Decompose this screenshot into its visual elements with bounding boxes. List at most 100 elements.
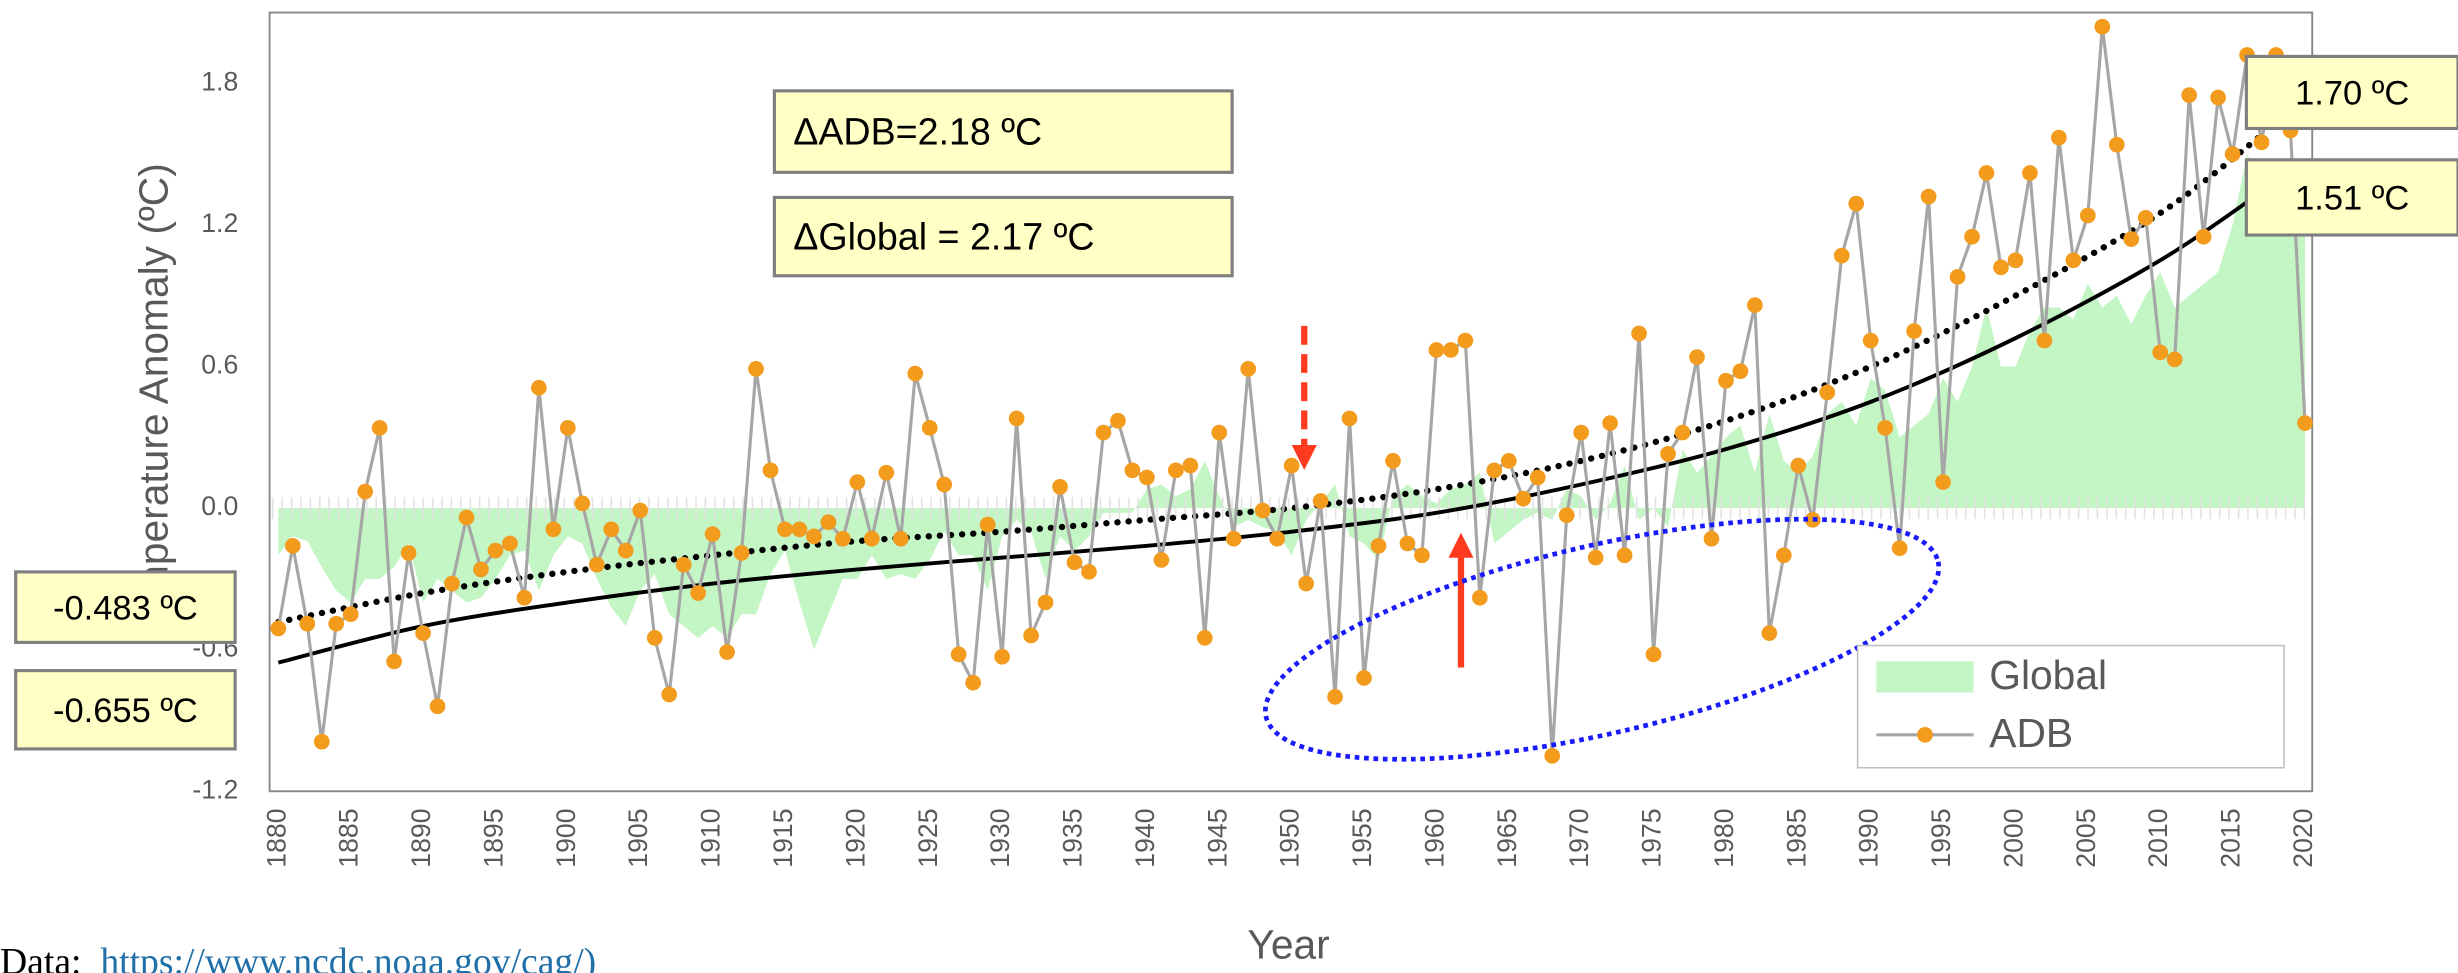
adb-point bbox=[632, 502, 649, 519]
adb-point bbox=[835, 530, 851, 547]
adb-point bbox=[1081, 563, 1097, 580]
adb-point bbox=[1269, 530, 1286, 547]
source-label: Data: bbox=[0, 941, 81, 973]
adb-point bbox=[1443, 342, 1459, 358]
adb-point bbox=[1862, 332, 1879, 349]
legend-label: ADB bbox=[1989, 710, 2073, 756]
adb-point bbox=[1486, 462, 1503, 479]
x-tick-label: 1915 bbox=[768, 808, 798, 867]
adb-point bbox=[1558, 507, 1575, 523]
x-tick-label: 2020 bbox=[2288, 808, 2318, 867]
adb-point bbox=[1819, 384, 1836, 401]
adb-point bbox=[661, 686, 678, 703]
highlight-ellipse bbox=[1263, 516, 1942, 762]
adb-point bbox=[284, 538, 301, 554]
adb-point bbox=[1457, 332, 1474, 349]
adb-point bbox=[675, 556, 692, 573]
annotation-box bbox=[2244, 158, 2458, 237]
plot-frame bbox=[268, 11, 2314, 793]
adb-point bbox=[386, 653, 402, 670]
source-url[interactable]: https://www.ncdc.noaa.gov/cag/) bbox=[100, 941, 596, 973]
x-tick-label: 2005 bbox=[2071, 808, 2101, 867]
adb-point bbox=[733, 545, 750, 561]
adb-point bbox=[487, 542, 504, 559]
adb-point bbox=[2166, 351, 2183, 368]
adb-point bbox=[1240, 361, 1257, 377]
annotation-box bbox=[2244, 54, 2458, 131]
adb-point bbox=[588, 556, 605, 573]
x-tick-label: 2015 bbox=[2216, 808, 2246, 867]
adb-point bbox=[719, 644, 735, 660]
x-tick-label: 1975 bbox=[1637, 808, 1667, 867]
adb-point bbox=[1993, 259, 2009, 276]
adb-point bbox=[2094, 18, 2111, 35]
adb-point bbox=[559, 420, 576, 436]
adb-point bbox=[907, 365, 924, 382]
adb-point bbox=[357, 483, 374, 500]
legend-swatch bbox=[1876, 661, 1974, 693]
adb-point bbox=[2297, 415, 2313, 431]
adb-point bbox=[1906, 323, 1922, 339]
adb-point bbox=[950, 646, 967, 663]
annotation-text: 1.51 ºC bbox=[2295, 180, 2409, 218]
adb-point bbox=[1833, 247, 1850, 264]
adb-point bbox=[878, 464, 895, 481]
global-area bbox=[278, 154, 2305, 650]
adb-point bbox=[1529, 469, 1546, 486]
annotation-box bbox=[772, 89, 1234, 174]
adb-point bbox=[1790, 457, 1807, 474]
adb-point bbox=[371, 420, 388, 436]
annotation-box bbox=[772, 195, 1234, 278]
text-layer: Temperature Anomaly (ºC) Year Data: http… bbox=[0, 163, 1330, 973]
y-tick-label: 0.0 bbox=[201, 491, 238, 521]
adb-point bbox=[2123, 231, 2140, 247]
adb-point bbox=[299, 615, 316, 632]
adb-point bbox=[2181, 87, 2198, 103]
annotation-text: ΔGlobal = 2.17 ºC bbox=[793, 216, 1094, 258]
x-tick-label: 1955 bbox=[1347, 808, 1377, 867]
adb-point bbox=[2022, 165, 2038, 181]
adb-point bbox=[502, 535, 518, 552]
adb-point bbox=[806, 528, 822, 545]
adb-point bbox=[516, 589, 533, 606]
adb-point bbox=[545, 521, 562, 538]
legend-marker bbox=[1917, 727, 1933, 743]
adb-point bbox=[1414, 547, 1430, 564]
adb-point bbox=[965, 674, 982, 691]
adb-point bbox=[2224, 146, 2241, 162]
x-tick-label: 1950 bbox=[1275, 808, 1305, 867]
x-tick-label: 1900 bbox=[551, 808, 581, 867]
adb-point bbox=[429, 698, 446, 715]
adb-point bbox=[444, 575, 460, 592]
annotation-box bbox=[14, 669, 237, 751]
adb-point bbox=[574, 495, 591, 512]
adb-point bbox=[415, 625, 431, 641]
x-tick-label: 1880 bbox=[261, 808, 291, 867]
adb-point bbox=[1153, 552, 1170, 568]
x-tick-label: 1890 bbox=[406, 808, 436, 867]
area-layer bbox=[278, 154, 2305, 650]
y-tick-label: 1.2 bbox=[201, 208, 238, 238]
line-layer bbox=[270, 18, 2313, 764]
adb-point bbox=[1964, 228, 1980, 245]
adb-point bbox=[1602, 415, 1618, 431]
adb-point bbox=[1298, 575, 1314, 592]
x-tick-label: 1965 bbox=[1492, 808, 1522, 867]
adb-point bbox=[1327, 689, 1343, 705]
adb-point bbox=[1674, 424, 1691, 441]
adb-point bbox=[1645, 646, 1662, 663]
x-axis-title: Year bbox=[1247, 922, 1329, 968]
adb-point bbox=[1196, 630, 1213, 646]
x-tick-label: 1925 bbox=[913, 808, 943, 867]
adb-point bbox=[791, 521, 808, 538]
annotation-text: ΔADB=2.18 ºC bbox=[793, 111, 1042, 153]
adb-point bbox=[1573, 424, 1590, 441]
adb-point bbox=[473, 561, 489, 578]
adb-point bbox=[2137, 209, 2154, 226]
annotation-text: 1.70 ºC bbox=[2295, 75, 2409, 113]
adb-point bbox=[2065, 252, 2082, 269]
x-tick-label: 2000 bbox=[1998, 808, 2028, 867]
x-tick-label: 1980 bbox=[1709, 808, 1739, 867]
adb-point bbox=[1182, 457, 1199, 474]
x-tick-label: 1970 bbox=[1564, 808, 1594, 867]
